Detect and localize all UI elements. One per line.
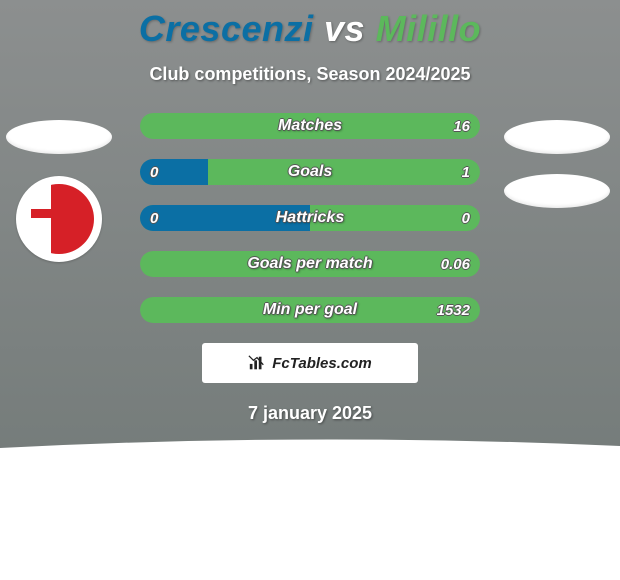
stat-row-label: Goals per match [140, 251, 480, 277]
content: Crescenzi vs Milillo Club competitions, … [0, 0, 620, 580]
ellipse-right-0 [504, 120, 610, 154]
stat-row-3: 0.06Goals per match [140, 251, 480, 277]
club-logo [16, 176, 102, 262]
ellipses-left [6, 120, 116, 174]
root: Crescenzi vs Milillo Club competitions, … [0, 0, 620, 580]
title-player2: Milillo [376, 8, 482, 49]
ellipse-left-0 [6, 120, 112, 154]
title-vs: vs [324, 8, 365, 49]
club-logo-cross-horizontal [31, 209, 87, 218]
stat-row-label: Hattricks [140, 205, 480, 231]
brand-text: FcTables.com [272, 355, 371, 372]
stat-row-label: Min per goal [140, 297, 480, 323]
ellipse-right-1 [504, 174, 610, 208]
brand-badge[interactable]: FcTables.com [202, 343, 418, 383]
date-label: 7 january 2025 [0, 403, 620, 424]
ellipses-right [504, 120, 614, 228]
page-title: Crescenzi vs Milillo [0, 0, 620, 50]
club-logo-inner [24, 184, 94, 254]
stat-row-4: 1532Min per goal [140, 297, 480, 323]
bar-chart-icon [248, 354, 266, 372]
title-player1: Crescenzi [139, 8, 314, 49]
stat-row-2: 00Hattricks [140, 205, 480, 231]
stat-row-label: Goals [140, 159, 480, 185]
stat-row-0: 16Matches [140, 113, 480, 139]
subtitle: Club competitions, Season 2024/2025 [0, 64, 620, 85]
stat-row-1: 01Goals [140, 159, 480, 185]
comparison-chart: 16Matches 01Goals 00Hattricks 0.06Goals per… [140, 113, 480, 323]
stat-row-label: Matches [140, 113, 480, 139]
